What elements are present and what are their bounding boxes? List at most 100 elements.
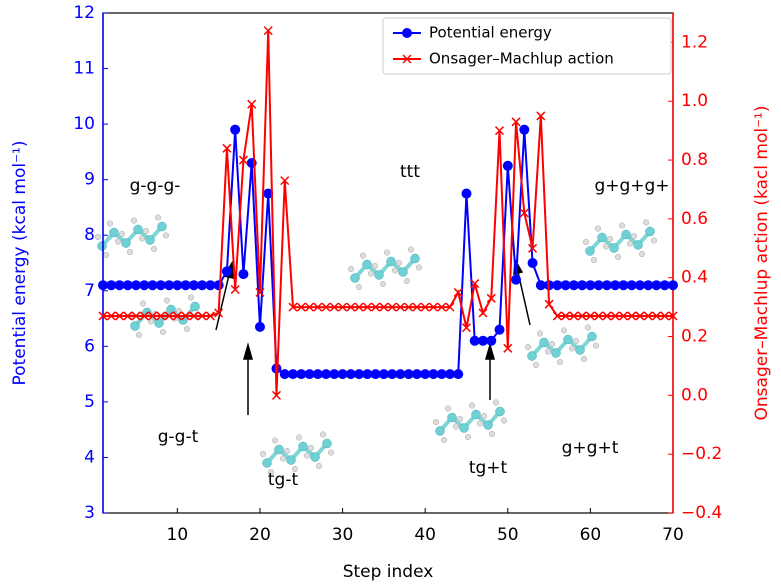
y2-tick-label: 1.2 — [681, 32, 708, 52]
point — [552, 280, 563, 291]
y-axis-label: Potential energy (kcal mol⁻¹) — [10, 141, 30, 386]
hydrogen — [592, 342, 600, 349]
hydrogen — [630, 232, 638, 240]
hydrogen — [139, 300, 147, 307]
hydrogen — [602, 243, 610, 250]
point — [205, 280, 216, 291]
point — [304, 369, 315, 380]
point — [486, 335, 497, 346]
carbon — [551, 348, 561, 358]
point — [106, 280, 117, 291]
point — [181, 311, 191, 321]
y-tick-label: 7 — [84, 281, 95, 301]
point — [453, 369, 464, 380]
point — [660, 311, 670, 321]
point — [503, 343, 513, 353]
carbon — [447, 412, 457, 423]
point — [387, 369, 398, 380]
hydrogen — [367, 270, 375, 277]
point — [404, 302, 414, 312]
hydrogen — [383, 249, 391, 256]
point — [354, 302, 364, 312]
point — [139, 280, 150, 291]
legend-marker — [402, 28, 412, 38]
carbon — [471, 409, 481, 420]
hydrogen — [135, 331, 143, 339]
point — [627, 311, 637, 321]
point — [527, 258, 538, 268]
point — [602, 311, 612, 321]
carbon — [362, 259, 372, 270]
hydrogen — [307, 444, 315, 452]
point — [337, 369, 348, 380]
hydrogen — [476, 420, 484, 427]
hydrogen — [582, 238, 590, 246]
point — [131, 280, 142, 291]
hydrogen — [594, 225, 602, 232]
y-tick-label: 6 — [84, 336, 95, 356]
point — [230, 284, 240, 295]
carbon — [585, 246, 595, 256]
point — [304, 302, 315, 312]
hydrogen — [452, 423, 460, 430]
hydrogen — [379, 280, 387, 288]
legend-box — [382, 17, 672, 75]
point — [668, 280, 678, 291]
point — [296, 369, 307, 380]
hydrogen — [371, 262, 379, 270]
point — [519, 208, 529, 218]
hydrogen — [154, 214, 162, 221]
point — [626, 280, 637, 291]
carbon — [609, 243, 619, 253]
point — [568, 280, 579, 291]
point — [312, 369, 323, 380]
annotation: tg+t — [469, 458, 508, 478]
hydrogen — [106, 220, 114, 227]
hydrogen — [150, 245, 158, 253]
point — [436, 369, 447, 380]
point — [395, 302, 405, 312]
hydrogen — [114, 238, 122, 245]
hydrogen — [259, 450, 267, 458]
point — [296, 302, 306, 312]
point — [180, 280, 191, 291]
hydrogen — [544, 348, 552, 355]
point — [378, 369, 389, 380]
hydrogen — [456, 415, 464, 423]
point — [148, 311, 158, 321]
point — [461, 188, 472, 199]
point — [139, 311, 149, 321]
point — [172, 311, 182, 321]
point — [98, 311, 108, 321]
point — [247, 99, 257, 109]
hydrogen — [138, 235, 146, 242]
y2-tick-label: 1.0 — [681, 91, 708, 111]
point — [577, 280, 588, 291]
point — [155, 280, 166, 291]
carbon — [410, 253, 420, 264]
point — [238, 155, 248, 165]
point — [205, 311, 215, 321]
hydrogen — [432, 418, 440, 426]
hydrogen — [642, 219, 650, 226]
point — [222, 143, 232, 153]
legend-marker — [402, 54, 412, 64]
point — [478, 308, 488, 318]
hydrogen — [315, 462, 323, 470]
point — [362, 369, 373, 380]
point — [601, 280, 612, 291]
point — [329, 302, 339, 312]
hydrogen — [536, 330, 544, 337]
point — [511, 117, 521, 127]
carbon — [587, 331, 597, 342]
point — [412, 302, 422, 312]
carbon — [495, 406, 505, 417]
point — [478, 335, 488, 346]
y2-tick-label: −0.2 — [681, 444, 722, 464]
hydrogen — [618, 222, 626, 229]
hydrogen — [163, 297, 171, 304]
point — [338, 302, 348, 312]
hydrogen — [650, 237, 658, 244]
point — [164, 280, 175, 291]
carbon — [398, 267, 408, 277]
